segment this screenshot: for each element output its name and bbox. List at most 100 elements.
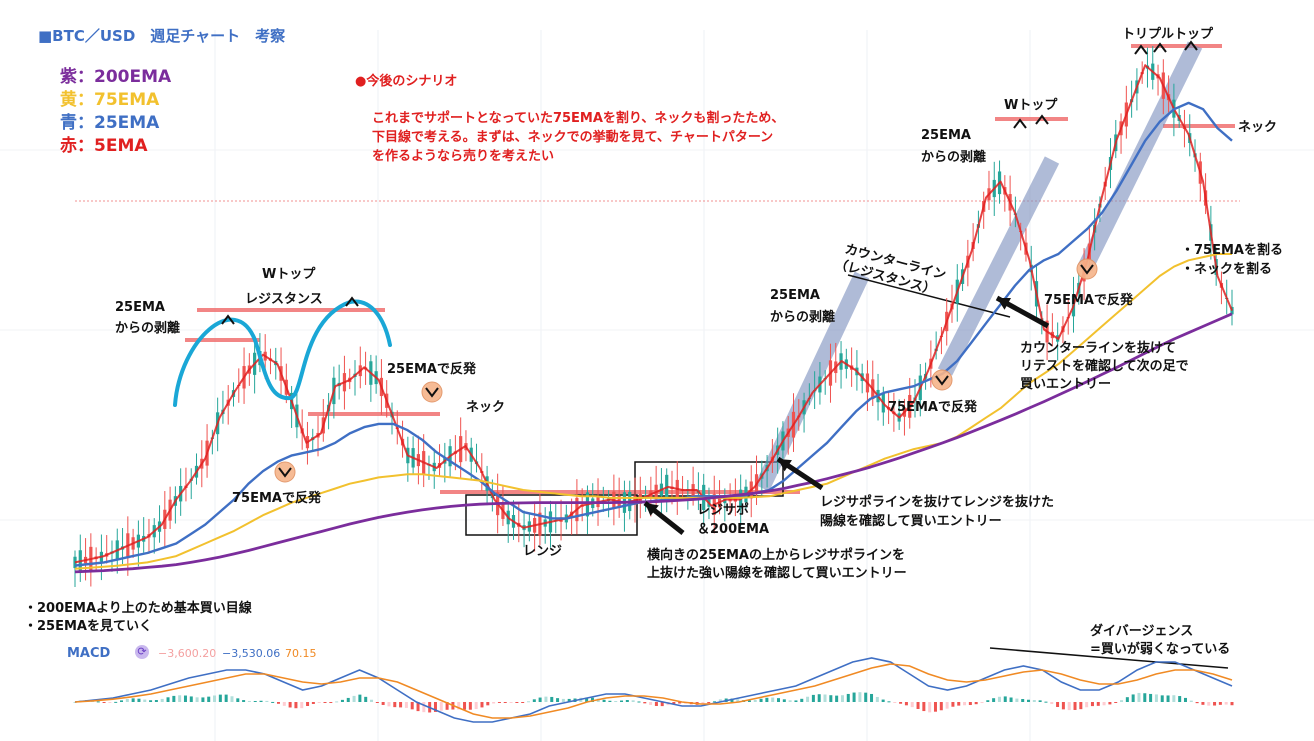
w-top-label-1: Wトップ	[262, 267, 316, 282]
macd-histogram-bar	[835, 695, 839, 702]
ema25-gap-label-2b: からの剥離	[770, 310, 836, 325]
regi-sapo-label-a: レジサポ	[697, 503, 750, 518]
macd-histogram-bar	[137, 698, 141, 702]
macd-histogram-bar	[497, 702, 501, 703]
macd-histogram-bar	[567, 698, 571, 702]
macd-histogram-bar	[672, 702, 676, 705]
bounce-circle-75ema-1-mark	[278, 467, 292, 478]
macd-histogram-bar	[1183, 697, 1187, 702]
macd-histogram-bar	[178, 695, 182, 702]
chart-overlay	[173, 40, 1198, 535]
ema75-line	[74, 253, 1232, 570]
macd-histogram-bar	[1125, 697, 1129, 702]
macd-histogram-bar	[614, 701, 618, 703]
macd-histogram-bar	[968, 702, 972, 706]
macd-histogram-bar	[1149, 693, 1153, 702]
macd-histogram-bar	[1120, 700, 1124, 702]
macd-histogram-bar	[800, 698, 804, 702]
macd-histogram-bar	[1027, 699, 1031, 702]
macd-histogram-bar	[1021, 698, 1025, 702]
macd-histogram-bar	[788, 700, 792, 702]
triple-top-caret-2	[1153, 42, 1167, 53]
chart-title: ■BTC／USD 週足チャート 考察	[38, 27, 286, 45]
macd-histogram-bar	[771, 697, 775, 702]
macd-histogram-bar	[875, 696, 879, 702]
legend-5ema: 赤：5EMA	[60, 136, 148, 156]
macd-line	[74, 657, 1233, 723]
macd-histogram-bar	[811, 694, 815, 702]
macd-histogram-bar	[974, 702, 978, 705]
w-pattern-curve	[173, 299, 392, 407]
macd-histogram-bar	[916, 702, 920, 709]
w-top2-caret-2	[1035, 114, 1049, 125]
macd-histogram-bar	[753, 699, 757, 702]
macd-histogram-bar	[864, 692, 868, 702]
ema200-line	[74, 312, 1233, 574]
macd-histogram-bar	[1056, 702, 1060, 707]
macd-histogram-bar	[532, 699, 536, 702]
bounce-circle-75ema-2	[931, 369, 953, 391]
macd-histogram-bar	[997, 696, 1001, 702]
macd-histogram-bar	[910, 702, 914, 708]
macd-histogram-bar	[585, 697, 589, 702]
macd-histogram-bar	[306, 702, 310, 706]
macd-histogram-bar	[213, 695, 217, 702]
w-top-caret-1	[221, 314, 235, 325]
macd-histogram-bar	[550, 696, 554, 702]
macd-histogram-bar	[1096, 702, 1100, 706]
macd-histogram-bar	[143, 699, 147, 702]
macd-histogram-bar	[149, 700, 153, 702]
macd-histogram-bar	[346, 697, 350, 702]
macd-histogram-bar	[230, 696, 234, 702]
macd-histogram-bar	[1073, 702, 1077, 710]
macd-histogram-bar	[858, 692, 862, 702]
macd-histogram-bar	[242, 700, 246, 702]
macd-histogram-bar	[166, 697, 170, 702]
macd-histogram-bar	[846, 693, 850, 702]
macd-histogram-bar	[707, 702, 711, 704]
macd-histogram-bar	[224, 694, 228, 702]
macd-histogram-bar	[608, 700, 612, 702]
macd-histogram-bar	[393, 702, 397, 708]
macd-histogram-bar	[1189, 700, 1193, 702]
macd-histogram-bar	[945, 702, 949, 709]
macd-histogram-bar	[120, 700, 124, 702]
w-top2-caret-1	[1013, 118, 1027, 129]
macd-histogram-bar	[102, 702, 106, 703]
divergence-label-b: =買いが弱くなっている	[1090, 642, 1231, 657]
macd-histogram-bar	[207, 696, 211, 702]
macd-histogram-bar	[1195, 702, 1199, 704]
macd-histogram-bar	[1207, 702, 1211, 706]
macd-histogram-bar	[870, 693, 874, 702]
macd-histogram-bar	[276, 702, 280, 704]
macd-histogram-bar	[294, 702, 298, 709]
macd-histogram-bar	[381, 702, 385, 705]
macd-histogram-bar	[823, 694, 827, 702]
break-neck-note: ・ネックを割る	[1181, 262, 1273, 277]
macd-histogram-bar	[817, 694, 821, 702]
macd-histogram-bar	[201, 697, 205, 702]
macd-histogram-bar	[1154, 694, 1158, 702]
macd-histogram-bar	[1108, 702, 1112, 705]
macd-refresh-icon[interactable]: ⟳	[135, 645, 149, 659]
macd-histogram-bar	[736, 699, 740, 702]
macd-histogram-bar	[922, 702, 926, 712]
macd-histogram-bar	[73, 702, 77, 703]
macd-histogram-bar	[1160, 695, 1164, 702]
macd-histogram-bar	[980, 702, 984, 703]
macd-histogram-bar	[457, 702, 461, 710]
macd-histogram-bar	[160, 698, 164, 702]
candle-body	[1230, 306, 1234, 315]
macd-histogram-bar	[1067, 702, 1071, 711]
macd-histogram-bar	[957, 702, 961, 706]
ema25-gap-label-3a: 25EMA	[921, 128, 971, 143]
ema-lines	[74, 64, 1233, 574]
macd-value-1: −3,600.20	[158, 647, 217, 660]
candle-body	[73, 556, 77, 569]
resistance-label: レジスタンス	[245, 292, 323, 307]
bounce-circle-75ema-2-mark	[935, 375, 949, 386]
macd-histogram-bar	[474, 702, 478, 710]
ema25-gap-label-1b: からの剥離	[115, 321, 181, 336]
macd-histogram-bar	[1172, 695, 1176, 702]
bounce-circle-25ema-mark	[425, 387, 439, 398]
